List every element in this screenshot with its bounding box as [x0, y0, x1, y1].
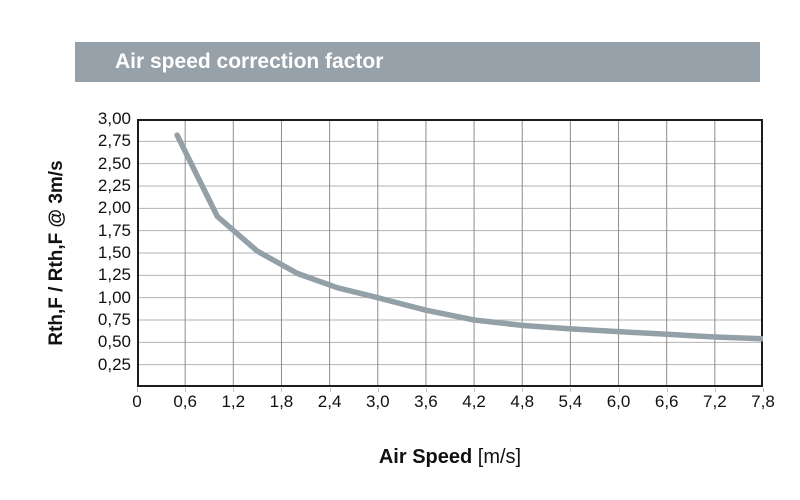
data-series-line [174, 132, 763, 342]
x-tick-mark [522, 388, 524, 392]
x-tick-label: 1,8 [269, 392, 294, 411]
x-tick-label: 5,4 [558, 392, 583, 411]
x-tick-mark [377, 388, 379, 392]
y-axis-title: Rth,F / Rth,F @ 3m/s [46, 160, 67, 346]
x-tick-mark [137, 388, 138, 392]
x-tick-label: 3,0 [365, 392, 390, 411]
x-tick-mark [666, 388, 668, 392]
x-tick-label: 6,0 [606, 392, 631, 411]
x-tick-label: 7,2 [703, 392, 727, 411]
x-tick-mark [281, 388, 283, 392]
x-tick-label: 4,2 [462, 392, 486, 411]
chart-title: Air speed correction factor [115, 50, 384, 73]
x-tick-label: 0,6 [173, 392, 197, 411]
line-chart [137, 119, 763, 387]
y-tick-label: 2,75 [97, 131, 131, 151]
plot-area [137, 119, 763, 387]
y-tick-label: 2,50 [97, 153, 131, 173]
y-tick-label: 1,00 [97, 287, 131, 307]
x-tick-mark [570, 388, 572, 392]
x-axis-title-main: Air Speed [378, 446, 473, 468]
x-tick-label: 0 [132, 392, 142, 411]
x-tick-label: 6,6 [654, 392, 679, 411]
x-tick-label: 1,2 [221, 392, 246, 411]
y-tick-label: 0,50 [97, 332, 131, 352]
y-tick-label: 2,25 [97, 176, 131, 195]
y-tick-label: 1,75 [97, 220, 131, 240]
x-axis-title: Air Speed [m/s] [137, 446, 763, 469]
y-tick-label: 1,25 [97, 265, 131, 285]
y-tick-label: 2,00 [97, 198, 131, 218]
x-tick-mark [233, 388, 235, 392]
x-tick-label: 3,6 [414, 392, 438, 411]
x-tick-mark [329, 388, 331, 392]
x-tick-mark [618, 388, 620, 392]
x-tick-label: 4,8 [510, 392, 535, 411]
x-tick-mark [425, 388, 427, 392]
x-tick-mark [474, 388, 476, 392]
x-tick-mark [714, 388, 716, 392]
x-tick-mark [763, 388, 764, 392]
y-tick-label: 1,50 [97, 243, 131, 262]
x-axis-title-unit: [m/s] [477, 446, 522, 468]
x-tick-mark [185, 388, 187, 392]
y-tick-label: 0,75 [97, 310, 131, 329]
x-tick-label: 2,4 [317, 392, 342, 411]
x-tick-label: 7,8 [751, 392, 775, 411]
y-tick-label: 0,25 [97, 354, 131, 374]
chart-title-bar: Air speed correction factor [75, 42, 760, 82]
y-tick-label: 3,00 [97, 109, 131, 128]
